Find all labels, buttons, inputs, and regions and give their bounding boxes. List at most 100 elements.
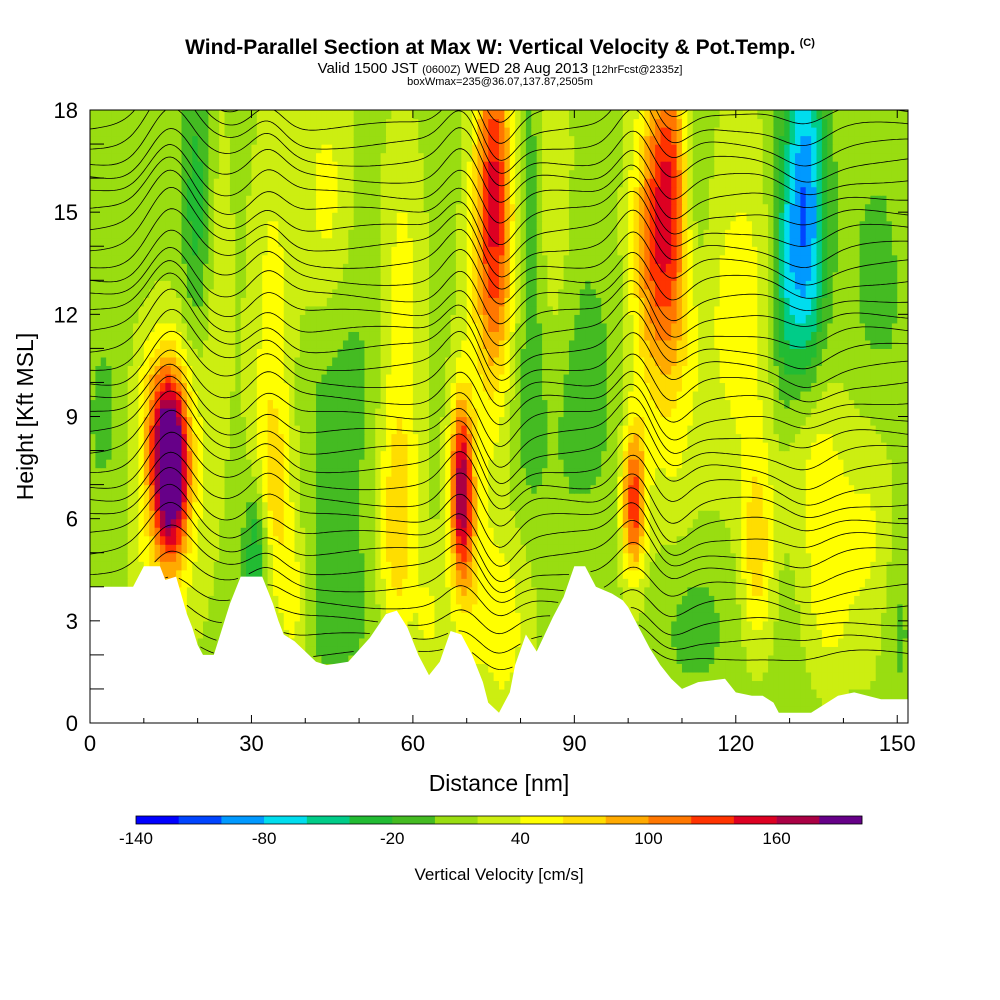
field-cell — [848, 501, 855, 511]
field-cell — [789, 518, 796, 528]
field-cell — [235, 535, 242, 545]
field-cell — [262, 578, 269, 588]
field-cell — [811, 637, 818, 647]
field-cell — [773, 612, 780, 622]
field-cell — [800, 612, 807, 622]
field-cell — [563, 544, 570, 554]
field-cell — [326, 476, 333, 486]
field-cell — [213, 629, 220, 639]
field-cell — [778, 484, 785, 494]
field-cell — [730, 569, 737, 579]
field-cell — [902, 654, 908, 664]
field-cell — [714, 442, 721, 452]
field-cell — [864, 552, 871, 562]
field-cell — [811, 493, 818, 503]
field-cell — [681, 552, 688, 562]
field-cell — [450, 586, 457, 596]
field-cell — [848, 527, 855, 537]
field-cell — [714, 544, 721, 554]
field-cell — [838, 671, 845, 682]
field-cell — [509, 620, 516, 630]
field-cell — [681, 527, 688, 537]
field-cell — [606, 518, 613, 528]
field-cell — [203, 459, 209, 469]
field-cell — [536, 459, 543, 469]
field-cell — [827, 467, 834, 477]
field-cell — [353, 586, 360, 596]
field-cell — [434, 654, 441, 664]
field-cell — [622, 467, 629, 477]
field-cell — [638, 586, 645, 596]
field-cell — [380, 578, 387, 588]
field-cell — [165, 535, 172, 545]
field-cell — [235, 476, 242, 486]
field-cell — [741, 586, 748, 596]
field-cell — [843, 612, 850, 622]
field-cell — [547, 578, 554, 588]
field-cell — [504, 544, 511, 554]
field-cell — [396, 535, 403, 545]
field-cell — [154, 450, 161, 460]
field-cell — [332, 544, 339, 554]
field-cell — [859, 612, 866, 622]
field-cell — [784, 527, 791, 537]
field-cell — [332, 654, 339, 664]
field-cell — [698, 501, 705, 511]
field-cell — [138, 510, 145, 520]
field-cell — [751, 467, 758, 477]
field-cell — [741, 603, 748, 613]
field-cell — [499, 527, 505, 537]
field-cell — [735, 569, 742, 579]
field-cell — [267, 467, 274, 477]
field-cell — [708, 595, 715, 605]
field-cell — [800, 501, 807, 511]
field-cell — [730, 459, 737, 469]
field-cell — [525, 629, 532, 639]
field-cell — [563, 561, 570, 571]
field-cell — [676, 663, 683, 673]
field-cell — [692, 671, 699, 682]
field-cell — [116, 501, 123, 511]
field-cell — [353, 510, 360, 520]
field-cell — [703, 518, 710, 528]
field-cell — [870, 476, 877, 486]
field-cell — [375, 561, 382, 571]
field-cell — [116, 518, 123, 528]
field-cell — [601, 450, 608, 460]
field-cell — [859, 595, 866, 605]
field-cell — [875, 501, 882, 511]
field-cell — [321, 467, 328, 477]
field-cell — [827, 561, 834, 571]
field-cell — [305, 612, 312, 622]
field-cell — [353, 450, 360, 460]
field-cell — [832, 578, 839, 588]
field-cell — [412, 603, 419, 613]
field-cell — [601, 569, 608, 579]
field-cell — [246, 442, 253, 452]
field-cell — [369, 467, 376, 477]
field-cell — [359, 578, 366, 588]
field-cell — [859, 629, 866, 639]
field-cell — [762, 586, 769, 596]
field-cell — [762, 595, 769, 605]
field-cell — [95, 476, 102, 486]
field-cell — [897, 629, 904, 639]
field-cell — [213, 518, 220, 528]
field-cell — [649, 629, 656, 639]
field-cell — [326, 518, 333, 528]
field-cell — [337, 484, 344, 494]
field-cell — [633, 586, 640, 596]
field-cell — [864, 620, 871, 630]
field-cell — [816, 527, 823, 537]
field-cell — [418, 578, 425, 588]
field-cell — [741, 518, 748, 528]
field-cell — [111, 578, 118, 588]
field-cell — [897, 612, 904, 622]
field-cell — [267, 459, 274, 469]
field-cell — [208, 484, 215, 494]
field-cell — [773, 467, 780, 477]
field-cell — [794, 535, 801, 545]
field-cell — [181, 552, 188, 562]
field-cell — [186, 501, 193, 511]
field-cell — [321, 552, 328, 562]
